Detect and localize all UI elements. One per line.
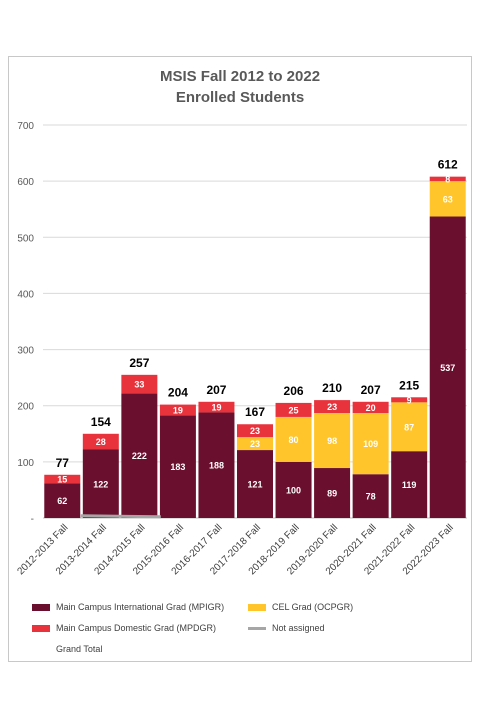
legend-item-ocpgr: CEL Grad (OCPGR) <box>248 601 353 613</box>
bar-segment <box>314 400 351 414</box>
bar-segment <box>391 451 428 518</box>
bar-segment <box>44 474 81 484</box>
y-tick-label: 500 <box>17 233 34 244</box>
legend-label-not-assigned: Not assigned <box>272 623 325 633</box>
data-label: 80 <box>289 435 299 445</box>
total-label: 257 <box>129 356 149 370</box>
y-tick-label: 700 <box>17 121 34 132</box>
total-label: 207 <box>206 383 226 397</box>
data-label: 100 <box>286 485 301 495</box>
data-label: 98 <box>327 436 337 446</box>
bar-segment <box>429 176 466 182</box>
bar-segment <box>275 416 312 462</box>
bar-segment <box>82 449 119 518</box>
bar-segment <box>237 450 273 518</box>
legend-item-mpigr: Main Campus International Grad (MPIGR) <box>32 601 224 613</box>
bar-segment <box>391 402 428 452</box>
chart-frame <box>8 56 472 662</box>
y-tick-label: 200 <box>17 402 34 413</box>
legend-item-not-assigned: Not assigned <box>248 622 325 634</box>
bar-segment <box>275 461 312 518</box>
chart-subtitle: Enrolled Students <box>175 89 305 106</box>
data-label: 78 <box>366 492 376 502</box>
data-label: 188 <box>209 461 224 471</box>
bar-segment <box>352 474 389 518</box>
data-label: 109 <box>363 439 378 449</box>
bar-segment <box>275 402 312 417</box>
data-label: 119 <box>402 480 417 490</box>
legend-item-grand-total: Grand Total <box>56 643 102 655</box>
bar-segment <box>314 468 351 518</box>
total-label: 206 <box>284 384 304 398</box>
chart-title: MSIS Fall 2012 to 2022 <box>159 68 321 85</box>
bar-segment <box>352 413 389 475</box>
bar-segment <box>159 415 196 518</box>
bar-segment <box>121 393 158 518</box>
data-label: 25 <box>289 405 299 415</box>
total-label: 210 <box>322 381 342 395</box>
data-label: 537 <box>440 363 455 373</box>
data-label: 19 <box>173 405 183 415</box>
data-label: 15 <box>57 474 67 484</box>
total-label: 154 <box>91 415 111 429</box>
not-assigned-line <box>80 514 161 519</box>
data-label: 183 <box>170 462 185 472</box>
total-label: 77 <box>56 456 70 470</box>
legend-label-grand-total: Grand Total <box>56 644 103 654</box>
data-label: 89 <box>327 489 337 499</box>
bar-segment <box>391 397 428 403</box>
legend-swatch-mpigr <box>32 604 50 612</box>
bar-segment <box>429 216 466 518</box>
bar-segment <box>237 437 273 451</box>
bar-segment <box>159 404 196 416</box>
bar-segment <box>237 424 273 438</box>
data-label: 9 <box>407 395 412 405</box>
total-label: 215 <box>399 378 419 392</box>
y-tick-label: 100 <box>17 458 34 469</box>
bar-segment <box>198 412 235 518</box>
data-label: 87 <box>404 422 414 432</box>
data-label: 33 <box>134 380 144 390</box>
total-label: 612 <box>438 158 458 172</box>
legend-item-mpdgr: Main Campus Domestic Grad (MPDGR) <box>32 622 216 634</box>
y-tick-label: 600 <box>17 177 34 188</box>
legend-label-ocpgr: CEL Grad (OCPGR) <box>272 602 354 612</box>
bar-segment <box>429 181 466 217</box>
total-label: 204 <box>168 386 188 400</box>
bar-segment <box>198 401 235 413</box>
data-label: 62 <box>57 496 67 506</box>
legend-label-mpigr: Main Campus International Grad (MPIGR) <box>56 602 225 612</box>
bar-segment <box>352 401 389 414</box>
y-tick-label: - <box>31 514 34 525</box>
data-label: 23 <box>250 426 260 436</box>
y-tick-label: 300 <box>17 346 34 357</box>
legend-swatch-ocpgr <box>248 604 266 612</box>
data-label: 8 <box>445 174 450 184</box>
total-label: 207 <box>361 383 381 397</box>
bar-segment <box>44 483 81 518</box>
bar-segment <box>82 433 119 450</box>
data-label: 23 <box>250 439 260 449</box>
data-label: 121 <box>247 480 262 490</box>
y-tick-label: 400 <box>17 289 34 300</box>
bar-segment <box>121 374 158 394</box>
legend-swatch-not-assigned <box>248 627 266 631</box>
legend-label-mpdgr: Main Campus Domestic Grad (MPDGR) <box>56 623 217 633</box>
total-label: 167 <box>245 405 265 419</box>
data-label: 222 <box>132 451 147 461</box>
data-label: 19 <box>211 403 221 413</box>
data-label: 122 <box>93 479 108 489</box>
data-label: 28 <box>96 437 106 447</box>
data-label: 63 <box>443 194 453 204</box>
data-label: 20 <box>366 403 376 413</box>
data-label: 23 <box>327 402 337 412</box>
legend-swatch-mpdgr <box>32 625 50 633</box>
bar-segment <box>314 413 351 469</box>
